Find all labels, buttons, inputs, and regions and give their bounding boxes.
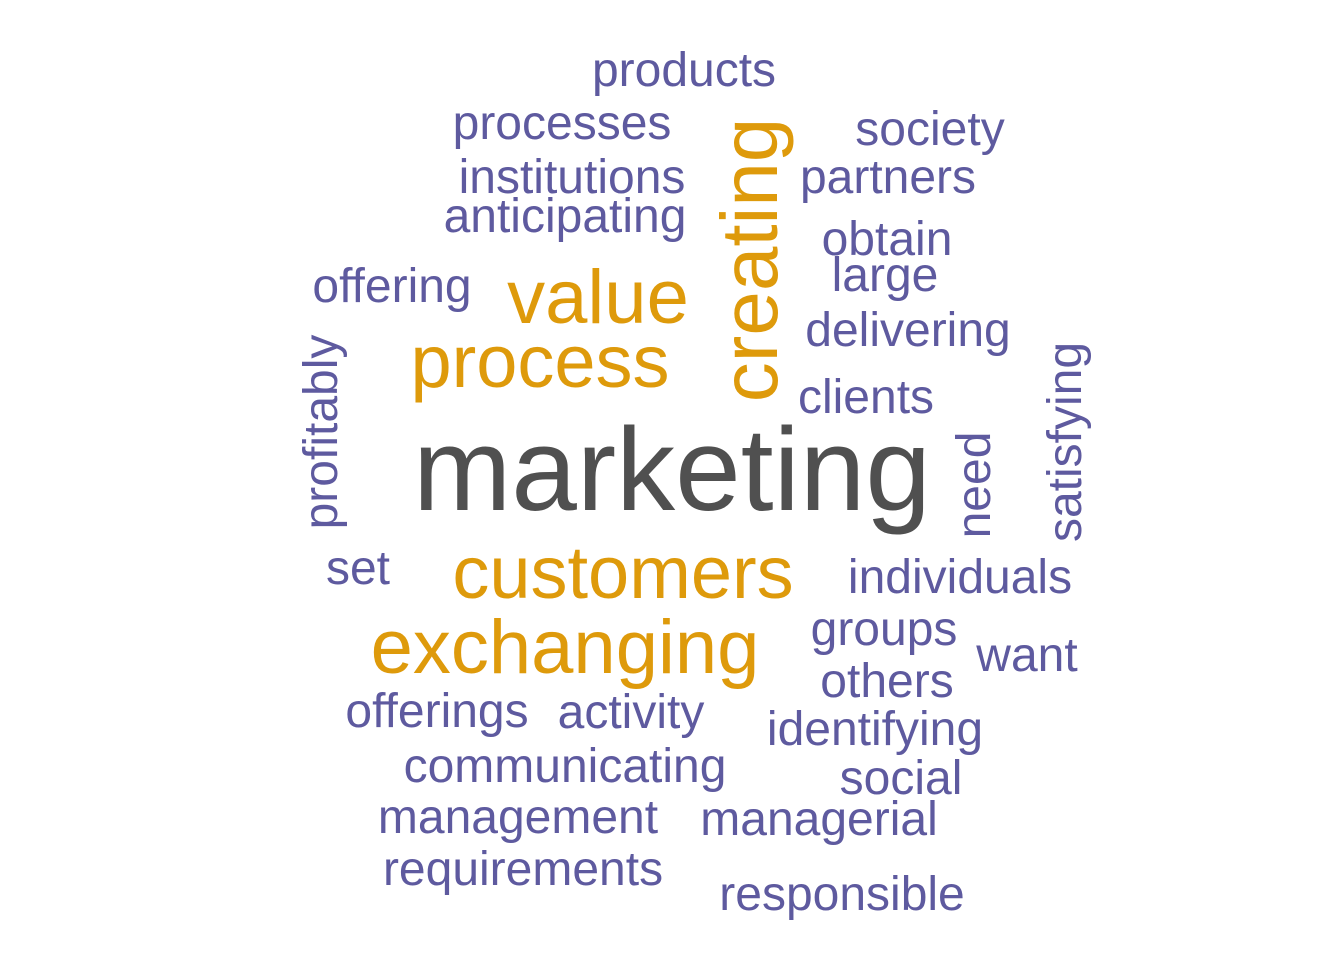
word-marketing: marketing <box>412 404 932 536</box>
word-delivering: delivering <box>805 304 1011 357</box>
word-large: large <box>831 249 939 302</box>
word-requirements: requirements <box>382 843 664 896</box>
word-obtain: obtain <box>821 213 953 266</box>
word-products: products <box>591 44 777 97</box>
word-individuals: individuals <box>847 551 1073 604</box>
word-identifying: identifying <box>766 703 984 756</box>
word-profitably: profitably <box>295 334 348 530</box>
word-clients: clients <box>797 371 935 424</box>
word-offering: offering <box>312 260 472 313</box>
word-activity: activity <box>557 686 705 739</box>
word-management: management <box>377 791 659 844</box>
word-processes: processes <box>452 97 672 150</box>
word-need: need <box>948 431 1001 539</box>
word-want: want <box>976 629 1078 682</box>
word-responsible: responsible <box>719 868 965 921</box>
word-satisfying: satisfying <box>1039 341 1092 543</box>
word-social: social <box>839 752 963 805</box>
word-exchanging: exchanging <box>370 605 760 690</box>
word-value: value <box>507 255 689 340</box>
word-creating: creating <box>705 117 794 403</box>
word-others: others <box>820 655 954 708</box>
word-process: process <box>410 320 670 403</box>
word-partners: partners <box>799 151 977 204</box>
word-customers: customers <box>452 531 794 614</box>
word-communicating: communicating <box>403 740 727 793</box>
word-institutions: institutions <box>458 151 686 204</box>
word-society: society <box>855 103 1005 156</box>
word-groups: groups <box>810 603 958 656</box>
word-anticipating: anticipating <box>443 190 687 243</box>
word-offerings: offerings <box>345 685 529 738</box>
word-managerial: managerial <box>700 793 938 846</box>
word-set: set <box>325 542 391 595</box>
